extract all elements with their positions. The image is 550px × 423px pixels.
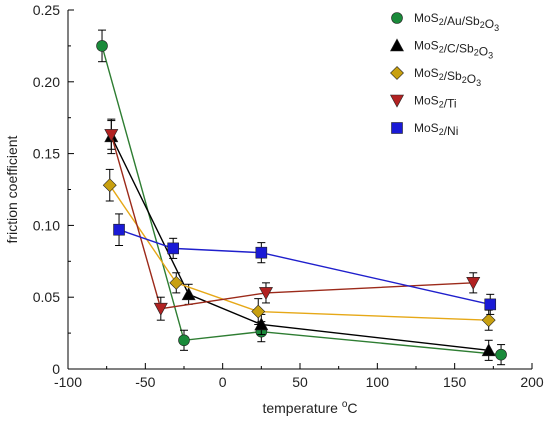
- legend-item: MoS2/Au/Sb2O3: [391, 11, 499, 33]
- legend-label: MoS2/Ni: [414, 121, 458, 138]
- legend-label: MoS2/Au/Sb2O3: [414, 11, 499, 33]
- y-axis-label: friction coefficient: [4, 135, 20, 243]
- legend-item: MoS2/Ni: [391, 121, 458, 138]
- x-tick-label: 50: [292, 374, 308, 390]
- data-point: [102, 178, 117, 193]
- series-1: [104, 118, 496, 361]
- x-axis-label-sup: o: [342, 399, 348, 410]
- legend-label: MoS2/Ti: [414, 94, 457, 111]
- x-tick-label: -50: [135, 374, 155, 390]
- y-tick-label: 0.25: [33, 2, 60, 18]
- data-point: [178, 334, 190, 347]
- axis-ticks: -100 -50 0 50 100 150 200 0 0.05 0.10 0.15 0.20 0.25: [33, 2, 544, 390]
- series-line: [110, 136, 489, 352]
- data-point: [169, 275, 184, 290]
- legend-item: MoS2/Ti: [389, 94, 457, 111]
- series-4: [113, 213, 497, 315]
- x-tick-label: 200: [520, 374, 544, 390]
- y-tick-label: 0.05: [33, 289, 60, 305]
- data-point: [153, 302, 168, 316]
- x-axis-label-unit: C: [347, 400, 357, 416]
- y-tick-label: 0.15: [33, 146, 60, 162]
- x-axis-label-main: temperature: [262, 400, 341, 416]
- data-point: [167, 242, 179, 255]
- y-tick-label: 0: [52, 361, 60, 377]
- legend-label: MoS2/Sb2O3: [414, 66, 481, 88]
- series-line: [118, 229, 491, 306]
- x-tick-label: 0: [219, 374, 227, 390]
- x-axis-label: temperature oC: [262, 399, 357, 416]
- data-point: [481, 343, 496, 357]
- data-point: [251, 304, 266, 319]
- legend-label: MoS2/C/Sb2O3: [414, 39, 493, 61]
- legend-marker: [391, 122, 403, 134]
- legend-marker: [389, 94, 405, 108]
- legend-item: MoS2/C/Sb2O3: [389, 38, 493, 61]
- y-tick-label: 0.10: [33, 217, 60, 233]
- legend-marker: [389, 38, 405, 52]
- legend-marker: [390, 66, 404, 80]
- plot-area: -100 -50 0 50 100 150 200 0 0.05 0.10 0.15 0.20 0.25: [33, 2, 544, 390]
- data-point: [258, 287, 273, 301]
- series-line: [109, 184, 489, 321]
- x-tick-label: 100: [366, 374, 390, 390]
- series-line: [110, 134, 474, 310]
- data-point: [481, 313, 496, 328]
- series-2: [102, 168, 496, 331]
- legend-marker: [391, 12, 403, 24]
- series-line: [101, 45, 502, 356]
- data-point: [113, 223, 125, 236]
- data-point: [96, 40, 108, 52]
- legend-item: MoS2/Sb2O3: [390, 66, 481, 88]
- data-point: [255, 246, 268, 259]
- series-layer: [96, 29, 507, 366]
- data-point: [484, 298, 497, 311]
- series-3: [104, 120, 481, 321]
- y-tick-label: 0.20: [33, 74, 60, 90]
- x-tick-label: -100: [54, 374, 82, 390]
- x-tick-label: 150: [443, 374, 467, 390]
- legend: MoS2/Au/Sb2O3 MoS2/C/Sb2O3 MoS2/Sb2O3 MoS2/…: [389, 11, 499, 138]
- data-point: [495, 348, 507, 361]
- data-point: [104, 129, 119, 143]
- data-point: [466, 277, 481, 290]
- data-point: [181, 287, 196, 301]
